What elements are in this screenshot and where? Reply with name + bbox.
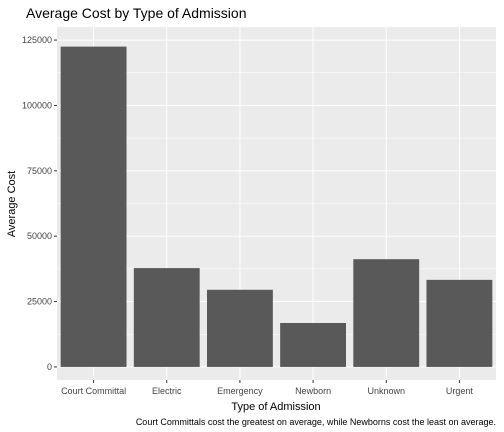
bar-emergency: [206, 289, 273, 367]
y-tick-label: 0: [47, 362, 52, 372]
y-tick-label: 25000: [27, 297, 52, 307]
y-axis-ticks: 0 25000 50000 75000 100000 125000: [22, 35, 57, 372]
x-tick-label: Emergency: [217, 386, 263, 396]
y-tick-label: 100000: [22, 100, 52, 110]
bar-unknown: [353, 259, 420, 367]
x-axis-ticks: Court Committal Electric Emergency Newborn U…: [61, 380, 473, 396]
bar-court-committal: [60, 46, 127, 367]
x-tick-label: Court Committal: [61, 386, 126, 396]
y-tick-label: 75000: [27, 166, 52, 176]
y-axis-title: Average Cost: [6, 171, 18, 237]
x-axis-title: Type of Admission: [231, 401, 320, 413]
x-tick-label: Newborn: [295, 386, 331, 396]
y-tick-label: 125000: [22, 35, 52, 45]
bar-newborn: [280, 322, 347, 367]
chart-title: Average Cost by Type of Admission: [26, 5, 247, 21]
grid-lines: [57, 27, 496, 380]
x-tick-label: Electric: [152, 386, 182, 396]
bar-urgent: [426, 279, 493, 367]
bar-electric: [133, 268, 200, 367]
chart-caption: Court Committals cost the greatest on av…: [136, 417, 496, 427]
y-tick-label: 50000: [27, 231, 52, 241]
x-tick-label: Unknown: [367, 386, 405, 396]
x-tick-label: Urgent: [446, 386, 474, 396]
bars: [60, 46, 493, 367]
